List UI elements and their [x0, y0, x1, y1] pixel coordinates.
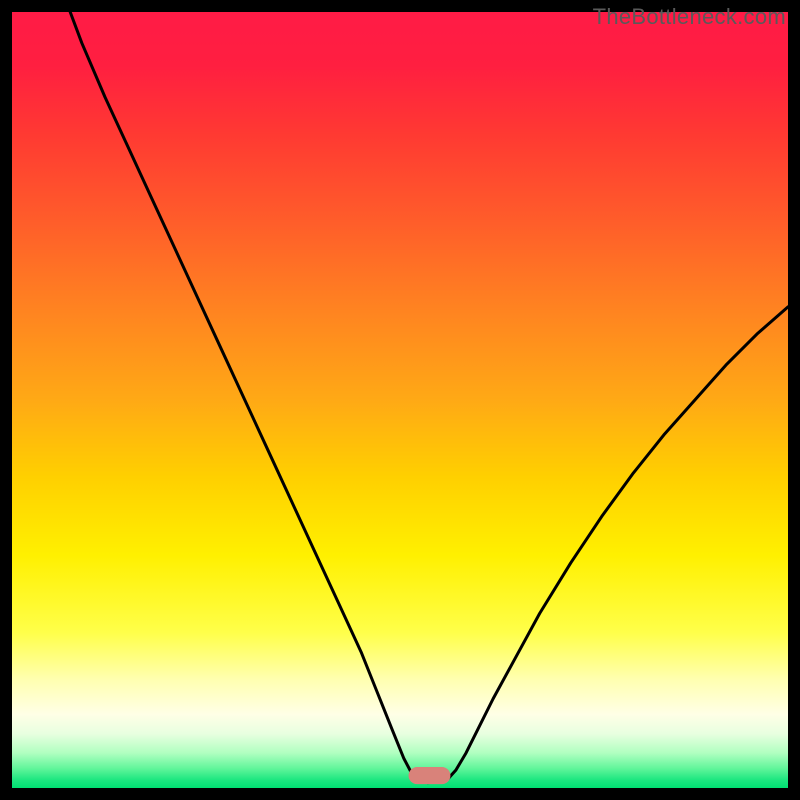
chart-background	[12, 12, 788, 788]
watermark-label: TheBottleneck.com	[593, 4, 786, 30]
bottleneck-chart: TheBottleneck.com	[0, 0, 800, 800]
optimal-marker	[409, 767, 451, 784]
chart-svg	[0, 0, 800, 800]
